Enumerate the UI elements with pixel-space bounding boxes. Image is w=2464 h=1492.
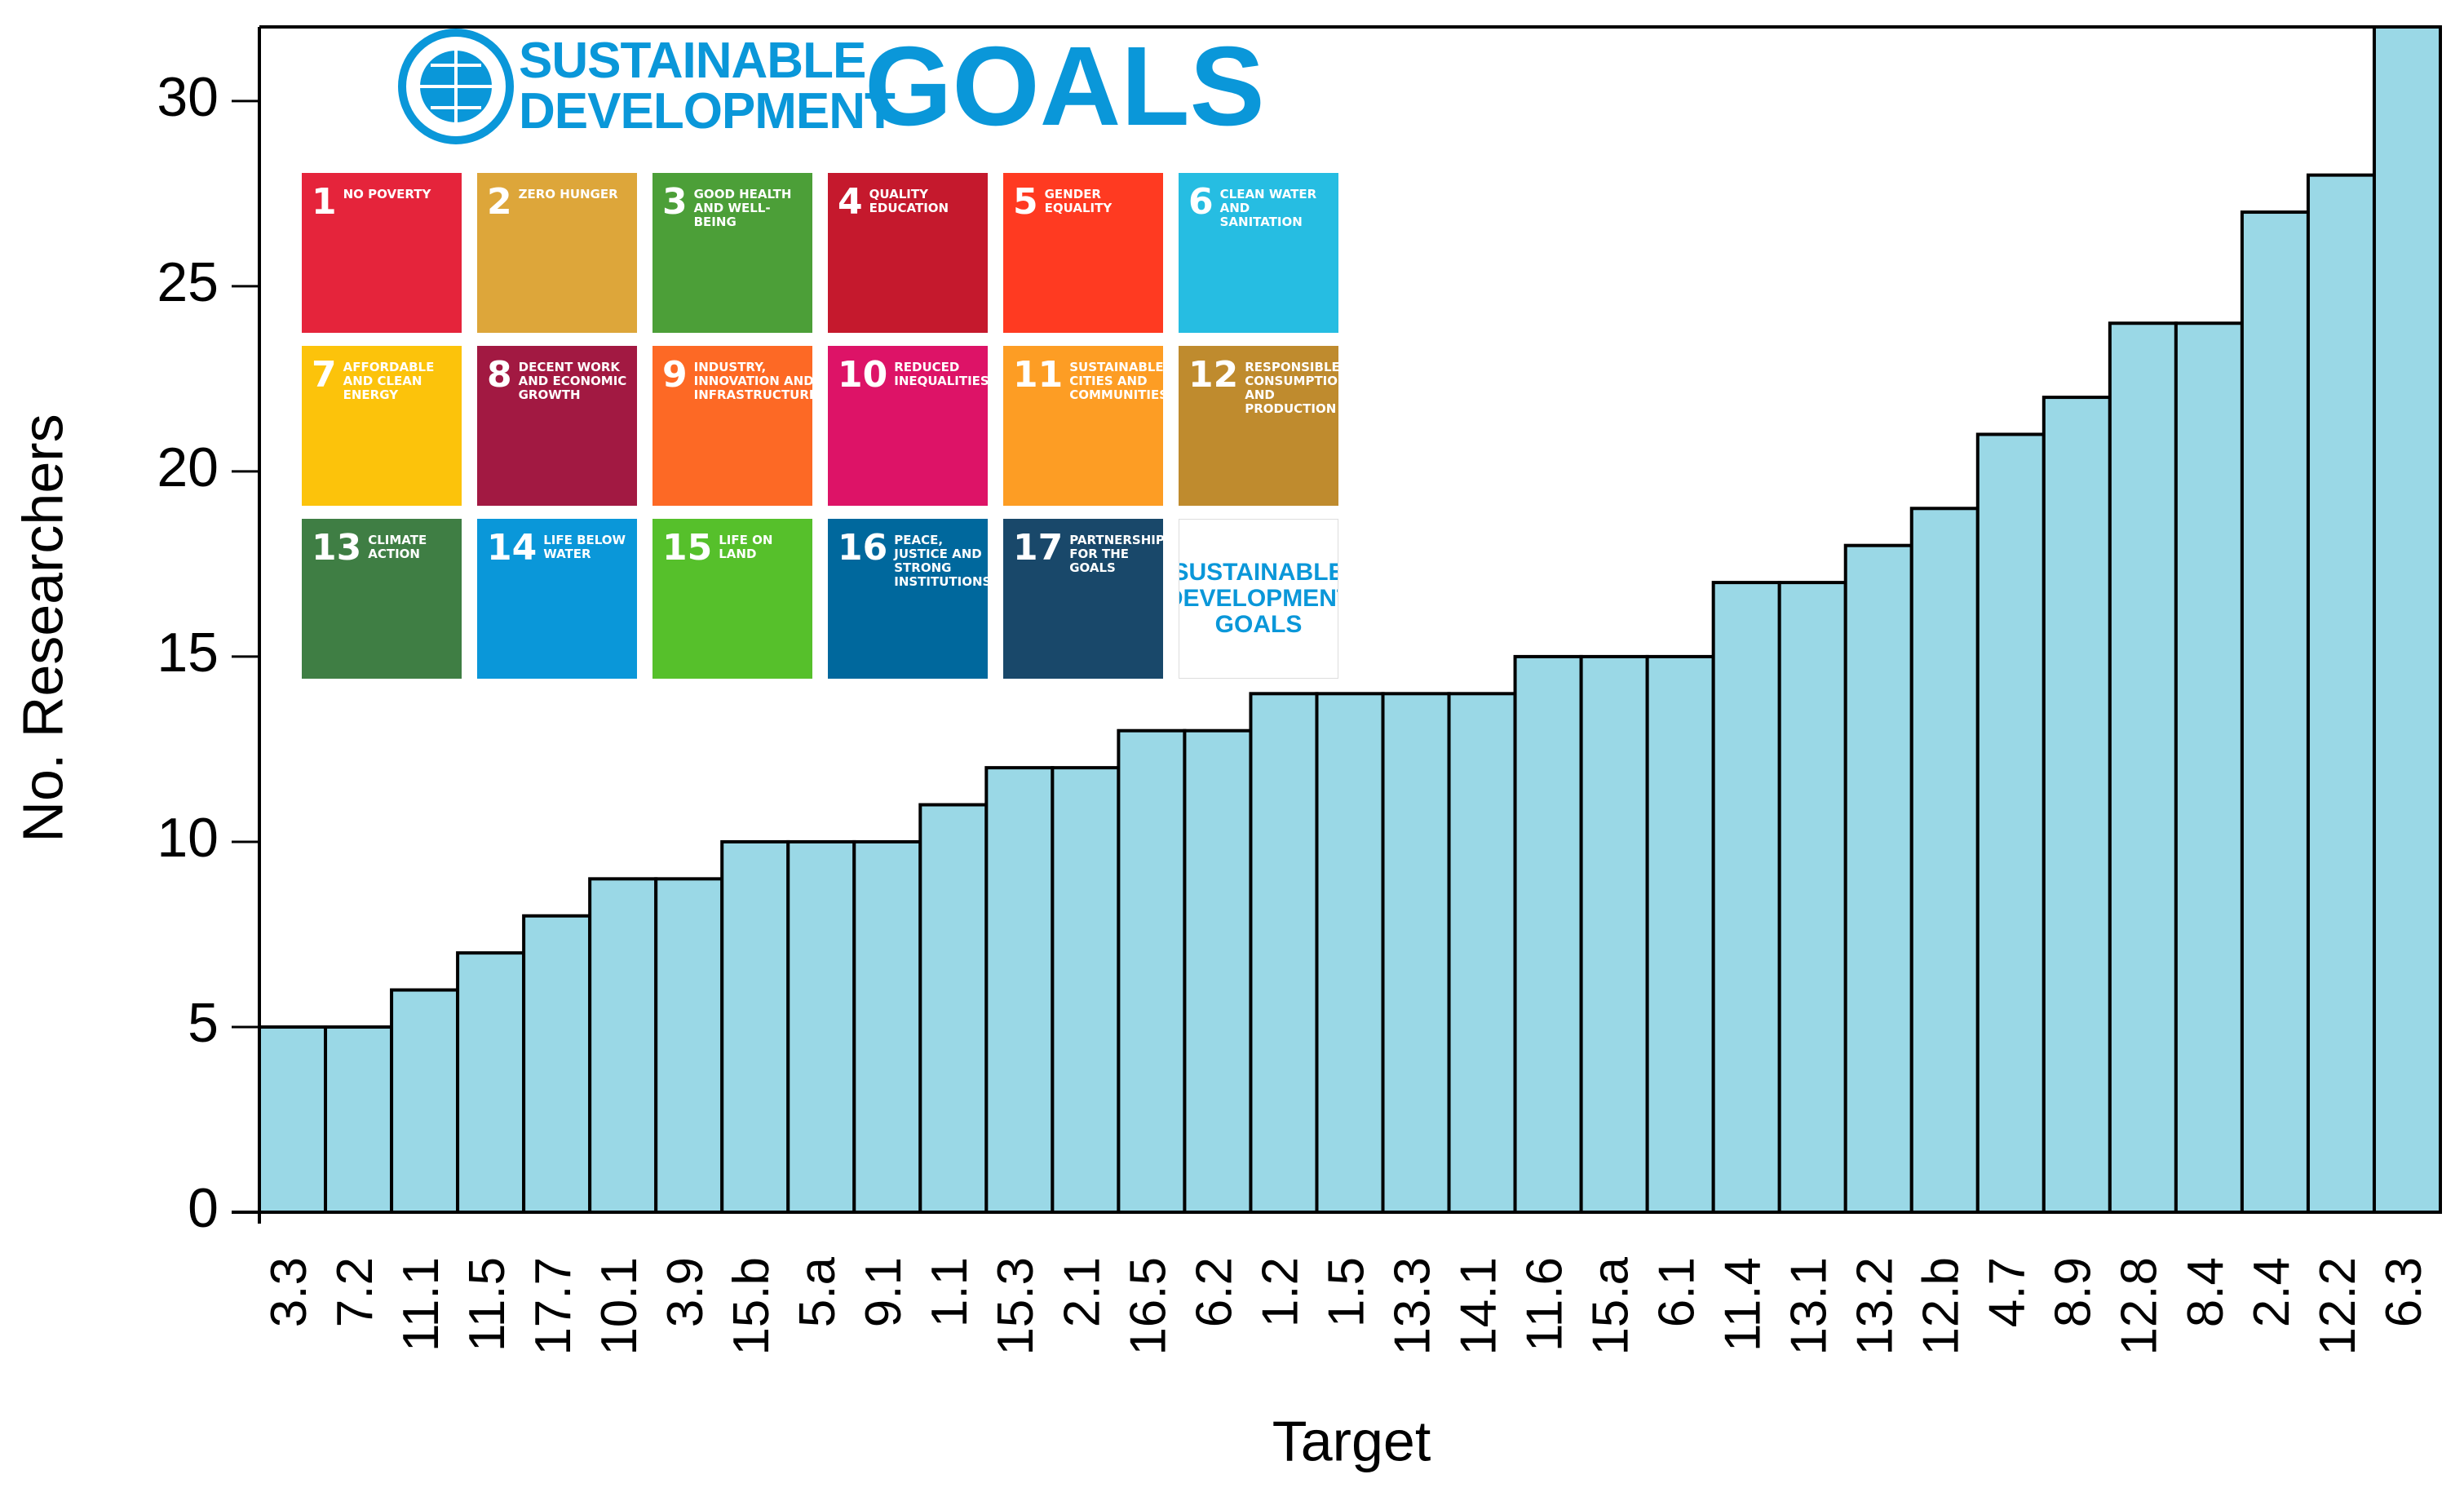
- bar: [258, 1025, 328, 1214]
- bar: [984, 766, 1055, 1214]
- bar: [588, 877, 658, 1214]
- x-tick-label: 6.2: [1186, 1257, 1242, 1327]
- x-tick-label: 1.1: [922, 1257, 978, 1327]
- bar: [1777, 581, 1847, 1214]
- bar: [1843, 543, 1913, 1214]
- bar: [786, 839, 856, 1214]
- x-tick-label: 13.3: [1384, 1257, 1440, 1356]
- x-tick-label: 17.7: [525, 1257, 582, 1356]
- x-tick-label: 13.2: [1847, 1257, 1904, 1356]
- bar: [2240, 210, 2310, 1214]
- y-tick-label: 15: [157, 622, 219, 684]
- emblem-ring: [398, 29, 514, 144]
- x-tick-label: 1.2: [1252, 1257, 1308, 1327]
- bar: [2306, 173, 2376, 1214]
- x-tick-label: 7.2: [327, 1257, 383, 1327]
- x-tick-label: 11.5: [459, 1257, 515, 1352]
- x-tick-label: 15.3: [988, 1257, 1044, 1356]
- bar: [1975, 432, 2046, 1214]
- bar: [324, 1025, 394, 1214]
- un-emblem: [398, 29, 514, 144]
- bar: [1051, 766, 1121, 1214]
- y-tick-label: 30: [157, 66, 219, 128]
- bar: [2108, 321, 2178, 1214]
- bar: [2042, 396, 2112, 1214]
- bar: [1447, 692, 1517, 1214]
- x-tick-label: 12.2: [2310, 1257, 2366, 1356]
- bar: [1645, 654, 1715, 1214]
- y-tick-label: 5: [188, 992, 219, 1054]
- x-tick-label: 3.3: [261, 1257, 317, 1327]
- bar: [1909, 507, 1980, 1214]
- y-tick-label: 25: [157, 251, 219, 313]
- x-tick-label: 8.9: [2046, 1257, 2102, 1327]
- y-tick-label: 20: [157, 436, 219, 498]
- x-axis-title: Target: [1272, 1409, 1431, 1472]
- x-tick-label: 11.4: [1715, 1257, 1772, 1352]
- x-tick-label: 3.9: [657, 1257, 714, 1327]
- bar: [456, 951, 526, 1214]
- emblem-lines: [420, 51, 492, 122]
- x-tick-label: 10.1: [591, 1257, 648, 1356]
- y-axis-title: No. Researchers: [11, 414, 74, 842]
- bar: [1513, 654, 1583, 1214]
- bar: [1117, 728, 1187, 1214]
- bar: [654, 877, 724, 1214]
- x-tick-label: 9.1: [856, 1257, 912, 1327]
- bar: [720, 839, 790, 1214]
- bar: [1711, 581, 1781, 1214]
- bar: [852, 839, 922, 1214]
- x-tick-label: 15.b: [723, 1257, 780, 1356]
- x-tick-label: 2.1: [1054, 1257, 1110, 1327]
- bar: [2174, 321, 2244, 1214]
- bar: [1579, 654, 1649, 1214]
- bar: [522, 914, 592, 1214]
- x-tick-label: 11.1: [393, 1257, 449, 1352]
- x-tick-label: 6.3: [2376, 1257, 2432, 1327]
- x-tick-label: 2.4: [2244, 1257, 2300, 1327]
- bar: [918, 803, 989, 1214]
- x-tick-label: 5.a: [790, 1256, 846, 1327]
- bar: [390, 988, 460, 1214]
- bar: [1381, 692, 1451, 1214]
- x-tick-label: 1.5: [1318, 1257, 1374, 1327]
- x-tick-label: 12.b: [1913, 1257, 1970, 1356]
- x-tick-label: 16.5: [1120, 1257, 1176, 1356]
- x-tick-label: 12.8: [2112, 1257, 2168, 1356]
- bar: [1183, 728, 1253, 1214]
- bar: [2372, 25, 2443, 1214]
- bar: [1249, 692, 1319, 1214]
- x-tick-label: 14.1: [1450, 1257, 1506, 1356]
- plot-frame: [232, 25, 2442, 1224]
- bar: [1315, 692, 1385, 1214]
- y-tick-label: 0: [188, 1177, 219, 1239]
- y-tick-label: 10: [157, 807, 219, 869]
- x-tick-label: 11.6: [1516, 1257, 1573, 1352]
- x-tick-label: 4.7: [1980, 1257, 2036, 1327]
- x-tick-label: 6.1: [1649, 1257, 1705, 1327]
- x-tick-label: 13.1: [1781, 1257, 1838, 1356]
- x-tick-label: 15.a: [1582, 1256, 1639, 1355]
- x-tick-label: 8.4: [2178, 1257, 2234, 1327]
